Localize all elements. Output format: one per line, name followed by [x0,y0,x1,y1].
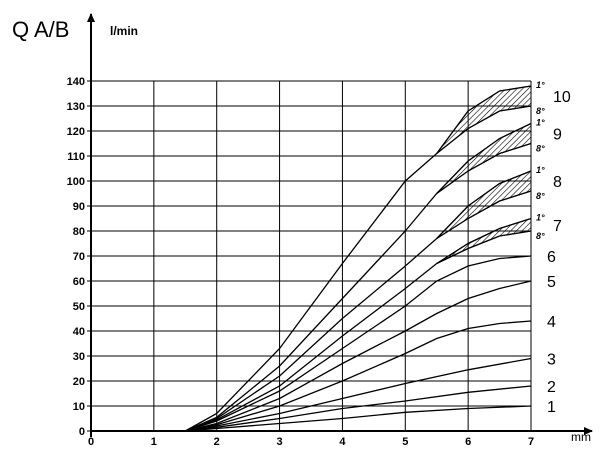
y-tick-label: 40 [73,326,85,338]
curve-label-5: 5 [547,274,556,291]
hatched-bands [437,86,531,264]
curve-label-10: 10 [553,89,571,106]
band-upper-label: 1° [536,213,545,223]
y-tick-label: 100 [67,176,85,188]
y-tick-label: 10 [73,401,85,413]
y-tick-label: 140 [67,76,85,88]
curve-label-1: 1 [547,399,556,416]
y-tick-label: 110 [67,151,85,163]
band-lower-label: 8° [536,144,545,154]
x-tick-label: 7 [528,436,534,448]
y-tick-label: 80 [73,226,85,238]
y-tick-label: 90 [73,201,85,213]
curve-label-2: 2 [547,379,556,396]
curve-label-8: 8 [553,174,562,191]
band-lower-label: 8° [536,231,545,241]
y-tick-label: 60 [73,276,85,288]
band-upper-label: 1° [536,165,545,175]
y-tick-label: 120 [67,126,85,138]
band-lower-label: 8° [536,106,545,116]
band-lower-label: 8° [536,191,545,201]
y-tick-label: 20 [73,376,85,388]
y-tick-label: 0 [79,426,85,438]
x-tick-label: 4 [339,436,346,448]
band-upper-label: 1° [536,80,545,90]
y-tick-label: 130 [67,101,85,113]
y-axis-unit: l/min [110,24,138,38]
curve-9 [185,144,531,432]
curve-label-7: 7 [553,218,562,235]
curve-label-6: 6 [547,249,556,266]
grid [91,81,531,431]
x-tick-label: 6 [465,436,471,448]
x-tick-label: 3 [277,436,283,448]
x-tick-label: 2 [214,436,220,448]
curve-label-3: 3 [547,352,556,369]
y-tick-label: 70 [73,251,85,263]
x-axis-unit: mm [571,430,591,444]
y-axis-title: Q A/B [12,17,69,42]
x-tick-label: 0 [88,436,94,448]
band-upper-label: 1° [536,118,545,128]
curve-label-9: 9 [553,127,562,144]
x-tick-label: 1 [151,436,157,448]
curve-3 [185,359,531,432]
curves [185,86,531,431]
y-tick-label: 50 [73,301,85,313]
curve-label-4: 4 [547,314,556,331]
y-tick-label: 30 [73,351,85,363]
x-tick-label: 5 [402,436,408,448]
